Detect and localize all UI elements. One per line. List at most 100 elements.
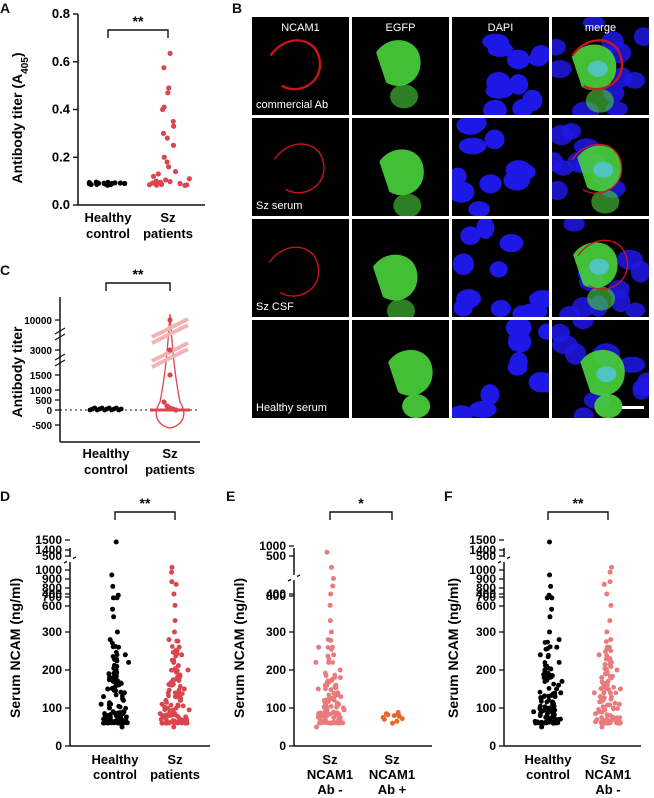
panel-letter-e: E xyxy=(226,488,236,504)
panel_d-group-label: control xyxy=(93,767,137,782)
panel_f-data-point xyxy=(608,637,614,643)
panel_d-data-point xyxy=(166,637,172,643)
panel-e-chart: Serum NCAM (ng/ml)1000800500400300200100… xyxy=(231,495,432,797)
panel_d-data-point xyxy=(172,618,178,624)
panel_f-data-point xyxy=(604,629,610,635)
panel_d-ytick-label: 1400 xyxy=(35,543,62,557)
micrograph-cell xyxy=(552,118,649,216)
panel_d-ytick-label: 800 xyxy=(42,581,62,595)
panel_d-ytick-label: 100 xyxy=(42,701,62,715)
panel_d-ytick-label: 1000 xyxy=(35,563,62,577)
panel_d-sig: ** xyxy=(140,495,151,511)
a-sig: ** xyxy=(133,13,144,29)
panel_d-ytick-label: 900 xyxy=(42,572,62,586)
a-data-point xyxy=(163,177,169,183)
panel_f-ytick-label: 400 xyxy=(476,587,496,601)
c-ytick-label: -500 xyxy=(32,421,52,432)
panel_f-ytick-label: 100 xyxy=(476,701,496,715)
panel-letter-c: C xyxy=(0,262,11,278)
panel_e-sig: * xyxy=(358,495,364,511)
a-ytick-label: 0.6 xyxy=(52,54,70,69)
panel_d-ytick-label: 700 xyxy=(42,590,62,604)
panel_e-data-point xyxy=(313,724,319,730)
panel_e-data-point xyxy=(330,583,336,589)
panel_d-data-point xyxy=(114,595,120,601)
c-data-point xyxy=(118,406,124,412)
panel_f-ytick-label: 500 xyxy=(476,549,496,563)
a-data-point xyxy=(166,85,172,91)
panel_f-data-point xyxy=(599,724,605,730)
panel_e-data-point xyxy=(337,667,343,673)
panel_f-data-point xyxy=(558,690,564,696)
c-data-point xyxy=(161,399,167,405)
panel_f-group-label: NCAM1 xyxy=(585,767,631,782)
panel_f-ytick-label: 700 xyxy=(476,590,496,604)
panel_e-data-point xyxy=(315,686,321,692)
panel_e-data-point xyxy=(331,652,337,658)
panel-letter-a: A xyxy=(0,0,11,16)
panel_f-ytick-label: 1000 xyxy=(469,563,496,577)
panel_e-group-label: Ab + xyxy=(378,782,407,797)
channel-header: EGFP xyxy=(385,22,416,34)
panel_e-data-point xyxy=(328,629,334,635)
micrograph-cell xyxy=(352,118,449,216)
panel_f-data-point xyxy=(604,591,610,597)
a-data-point xyxy=(170,142,177,148)
a-data-point xyxy=(161,154,167,160)
micrograph-cell: Healthy serum xyxy=(252,320,349,418)
panel_e-data-point xyxy=(313,659,319,665)
panel_d-group-label: Healthy xyxy=(92,752,140,767)
panel_f-group-label: Healthy xyxy=(525,752,573,767)
panel_d-data-point xyxy=(111,614,117,620)
micrograph-cell: merge xyxy=(552,17,649,115)
panel_d-data-point xyxy=(169,579,175,585)
c-ytick-label: 0 xyxy=(46,406,52,417)
panel_d-ytick-label: 400 xyxy=(42,587,62,601)
panel_e-data-point xyxy=(330,576,336,581)
channel-header: DAPI xyxy=(487,22,514,34)
a-ytick-label: 0.8 xyxy=(52,6,70,21)
micrograph-cell: Sz CSF xyxy=(252,219,349,317)
panel_f-data-point xyxy=(591,690,597,696)
a-data-point xyxy=(117,180,123,186)
a-ytick-label: 0.0 xyxy=(52,197,70,212)
a-data-point xyxy=(167,179,173,185)
panel_f-ytick-label: 900 xyxy=(476,572,496,586)
panel_d-ytick-label: 0 xyxy=(55,739,62,753)
c-group1-line2: control xyxy=(84,462,128,477)
a-data-point xyxy=(160,106,166,113)
panel_e-data-point xyxy=(381,716,387,722)
panel_f-data-point xyxy=(608,602,614,608)
panel_f-ytick-label: 800 xyxy=(476,581,496,595)
panel_d-data-point xyxy=(105,686,111,692)
scale-bar xyxy=(622,406,644,409)
panel_d-data-point xyxy=(169,564,175,570)
panel-f-chart: Serum NCAM (ng/ml)1500140010009008007006… xyxy=(445,495,641,797)
a-data-point xyxy=(177,180,183,187)
panel_d-data-point xyxy=(126,659,132,665)
row-label: Healthy serum xyxy=(256,402,327,414)
a-ytick-label: 0.4 xyxy=(52,102,71,117)
panel_d-data-point xyxy=(101,694,107,700)
panel_e-data-point xyxy=(324,549,330,555)
panel_d-data-point xyxy=(119,724,125,730)
panel_d-data-point xyxy=(171,724,177,730)
panel_e-group-label: Sz xyxy=(384,752,400,767)
panel_e-data-point xyxy=(327,602,333,608)
panel_d-data-point xyxy=(98,701,104,707)
panel_f-data-point xyxy=(609,564,615,570)
panel_f-data-point xyxy=(599,675,605,681)
panel_d-data-point xyxy=(181,686,187,692)
panel_e-data-point xyxy=(328,591,334,597)
a-data-point xyxy=(167,50,173,56)
panel_f-data-point xyxy=(607,579,613,585)
micrograph-cell xyxy=(452,118,549,216)
panel_d-data-point xyxy=(110,595,116,601)
panel_e-ytick-label: 100 xyxy=(266,701,286,715)
panel_f-data-point xyxy=(559,678,565,684)
panel_d-data-point xyxy=(185,667,191,673)
micrograph-cell xyxy=(352,219,449,317)
c-group2-line1: Sz xyxy=(162,446,178,461)
a-data-point xyxy=(105,179,111,185)
